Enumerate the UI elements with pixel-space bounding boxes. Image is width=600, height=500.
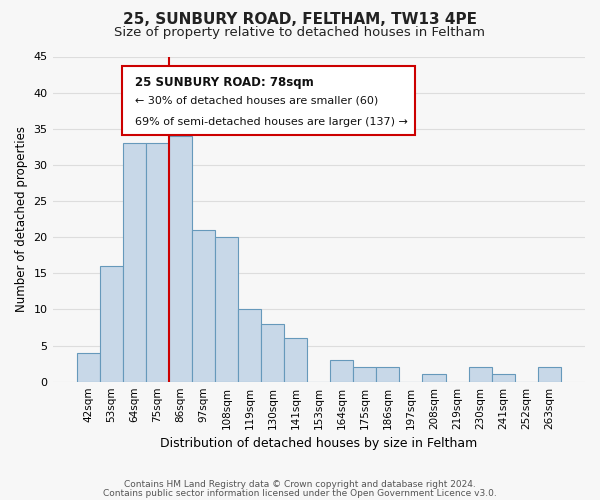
Text: 25 SUNBURY ROAD: 78sqm: 25 SUNBURY ROAD: 78sqm: [135, 76, 314, 89]
Text: Contains public sector information licensed under the Open Government Licence v3: Contains public sector information licen…: [103, 488, 497, 498]
Bar: [146, 143, 169, 382]
FancyBboxPatch shape: [122, 66, 415, 134]
Bar: [123, 143, 146, 382]
Text: ← 30% of detached houses are smaller (60): ← 30% of detached houses are smaller (60…: [135, 96, 379, 106]
Bar: [284, 338, 307, 382]
X-axis label: Distribution of detached houses by size in Feltham: Distribution of detached houses by size …: [160, 437, 478, 450]
Bar: [215, 237, 238, 382]
Bar: [77, 353, 100, 382]
Bar: [192, 230, 215, 382]
Text: Size of property relative to detached houses in Feltham: Size of property relative to detached ho…: [115, 26, 485, 39]
Text: Contains HM Land Registry data © Crown copyright and database right 2024.: Contains HM Land Registry data © Crown c…: [124, 480, 476, 489]
Bar: [100, 266, 123, 382]
Bar: [491, 374, 515, 382]
Bar: [469, 367, 491, 382]
Bar: [376, 367, 400, 382]
Text: 69% of semi-detached houses are larger (137) →: 69% of semi-detached houses are larger (…: [135, 116, 408, 126]
Bar: [261, 324, 284, 382]
Text: 25, SUNBURY ROAD, FELTHAM, TW13 4PE: 25, SUNBURY ROAD, FELTHAM, TW13 4PE: [123, 12, 477, 28]
Bar: [353, 367, 376, 382]
Bar: [330, 360, 353, 382]
Bar: [238, 310, 261, 382]
Y-axis label: Number of detached properties: Number of detached properties: [15, 126, 28, 312]
Bar: [538, 367, 561, 382]
Bar: [422, 374, 446, 382]
Bar: [169, 136, 192, 382]
